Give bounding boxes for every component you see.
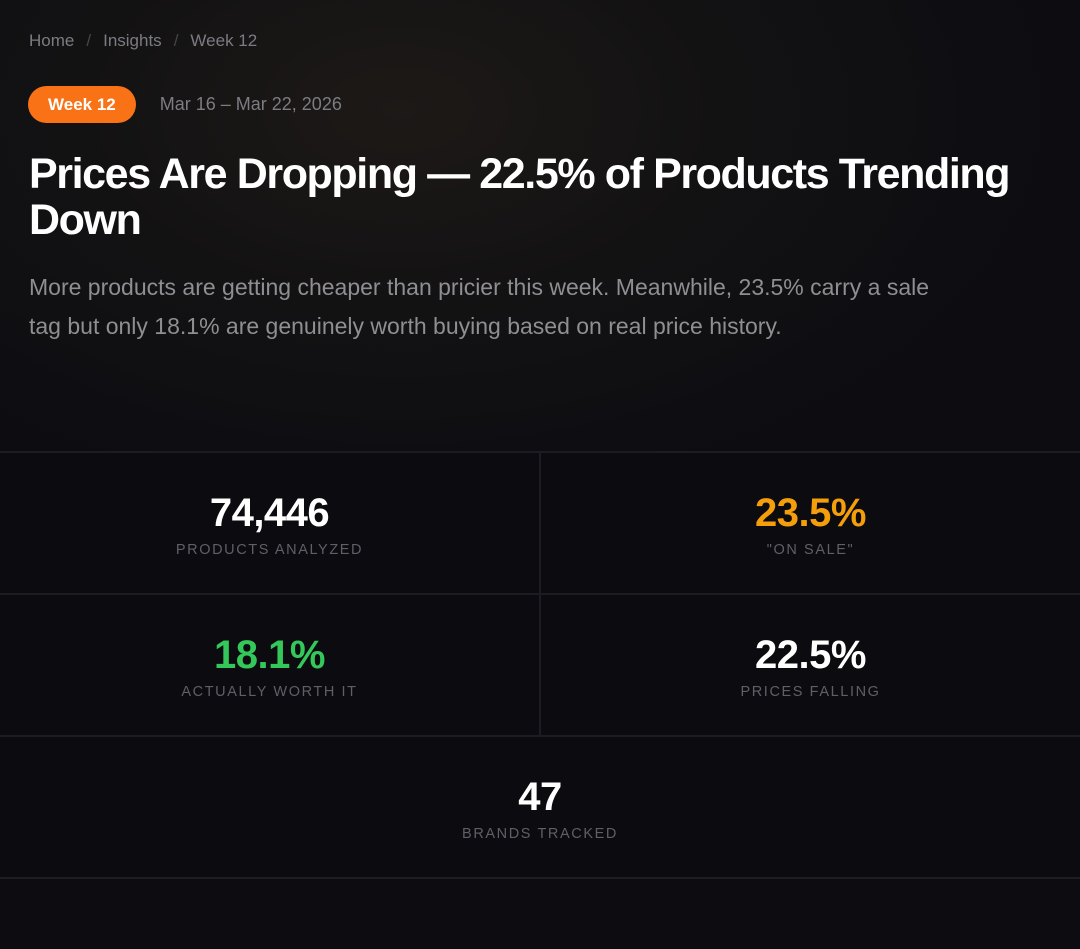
- breadcrumb-separator: /: [86, 31, 92, 50]
- stat-value: 23.5%: [755, 491, 866, 535]
- stat-on-sale: 23.5% "ON SALE": [541, 453, 1080, 593]
- breadcrumb-insights[interactable]: Insights: [103, 31, 162, 50]
- stat-label: "ON SALE": [766, 542, 855, 558]
- stat-products-analyzed: 74,446 PRODUCTS ANALYZED: [0, 453, 541, 593]
- stat-brands-tracked: 47 BRANDS TRACKED: [0, 737, 1080, 877]
- stat-prices-falling: 22.5% PRICES FALLING: [541, 595, 1080, 735]
- date-range: Mar 16 – Mar 22, 2026: [159, 94, 342, 114]
- page-title: Prices Are Dropping — 22.5% of Products …: [29, 150, 1011, 244]
- breadcrumb: Home / Insights / Week 12: [29, 31, 257, 51]
- stat-label: BRANDS TRACKED: [462, 826, 618, 842]
- summary-text: More products are getting cheaper than p…: [29, 274, 930, 339]
- stats-grid: 74,446 PRODUCTS ANALYZED 23.5% "ON SALE"…: [0, 451, 1080, 879]
- stats-row: 47 BRANDS TRACKED: [0, 737, 1080, 879]
- stat-label: PRODUCTS ANALYZED: [175, 542, 364, 558]
- stat-value: 22.5%: [755, 633, 866, 677]
- stat-label: PRICES FALLING: [740, 684, 881, 700]
- breadcrumb-separator: /: [173, 31, 179, 50]
- breadcrumb-current-week: Week 12: [190, 31, 258, 50]
- report-meta: Week 12 Mar 16 – Mar 22, 2026: [28, 86, 342, 123]
- stats-row: 74,446 PRODUCTS ANALYZED 23.5% "ON SALE": [0, 453, 1080, 595]
- stat-value: 47: [518, 775, 562, 819]
- breadcrumb-home[interactable]: Home: [29, 31, 75, 50]
- stat-value: 74,446: [209, 491, 330, 535]
- stat-label: ACTUALLY WORTH IT: [181, 684, 358, 700]
- week-badge: Week 12: [28, 86, 136, 123]
- stat-worth-it: 18.1% ACTUALLY WORTH IT: [0, 595, 541, 735]
- stat-value: 18.1%: [214, 633, 325, 677]
- stats-row: 18.1% ACTUALLY WORTH IT 22.5% PRICES FAL…: [0, 595, 1080, 737]
